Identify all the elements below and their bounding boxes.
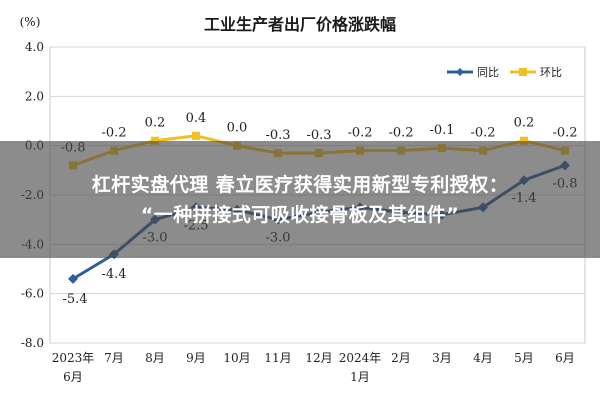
data-label: -0.1	[429, 123, 454, 138]
x-tick-label: 3月	[432, 351, 452, 365]
data-label: 0.0	[227, 121, 248, 136]
data-label: -5.4	[62, 292, 87, 307]
data-label: -0.2	[347, 126, 372, 141]
data-label: -0.2	[101, 126, 126, 141]
data-label: -0.3	[265, 128, 290, 143]
legend: 同比 环比	[447, 66, 562, 79]
legend-label: 环比	[540, 66, 562, 79]
y-axis-unit: (%)	[20, 15, 41, 29]
series-point	[68, 273, 78, 284]
legend-marker	[456, 68, 464, 76]
x-tick-label: 6月	[555, 351, 575, 365]
x-tick-label: 4月	[473, 351, 493, 365]
x-tick-label: 9月	[186, 351, 206, 365]
y-tick-label: 4.0	[25, 40, 44, 54]
headline-banner[interactable]: 杠杆实盘代理 春立医疗获得实用新型专利授权： “一种拼接式可吸收接骨板及其组件”	[0, 141, 600, 258]
legend-marker	[519, 68, 527, 76]
y-tick-label: -8.0	[21, 336, 44, 350]
headline-line-1: 杠杆实盘代理 春立医疗获得实用新型专利授权：	[91, 173, 509, 196]
data-label: -0.2	[552, 126, 577, 141]
x-tick-label: 12月	[305, 351, 332, 365]
x-tick-label: 2月	[391, 351, 411, 365]
y-tick-label: -6.0	[21, 287, 44, 301]
y-tick-label: 2.0	[25, 89, 44, 103]
data-label: -4.4	[101, 267, 126, 282]
data-label: -0.3	[306, 128, 331, 143]
x-tick-label: 7月	[104, 351, 124, 365]
data-label: 0.2	[145, 116, 166, 131]
data-label: 0.4	[186, 111, 207, 126]
data-label: -0.2	[388, 126, 413, 141]
data-label: -0.2	[470, 126, 495, 141]
x-tick-label: 2024年	[339, 351, 382, 365]
x-tick-label: 6月	[63, 370, 83, 384]
x-tick-label: 11月	[264, 351, 291, 365]
series-point	[520, 136, 528, 145]
legend-label: 同比	[477, 66, 499, 79]
x-tick-label: 5月	[514, 351, 534, 365]
headline-line-2: “一种拼接式可吸收接骨板及其组件”	[140, 203, 460, 226]
series-point	[151, 136, 159, 145]
x-tick-label: 1月	[350, 370, 370, 384]
x-tick-label: 2023年	[52, 351, 95, 365]
chart-title: 工业生产者出厂价格涨跌幅	[204, 15, 396, 34]
x-tick-label: 10月	[223, 351, 250, 365]
data-label: 0.2	[514, 116, 535, 131]
x-tick-label: 8月	[145, 351, 165, 365]
series-point	[192, 131, 200, 140]
